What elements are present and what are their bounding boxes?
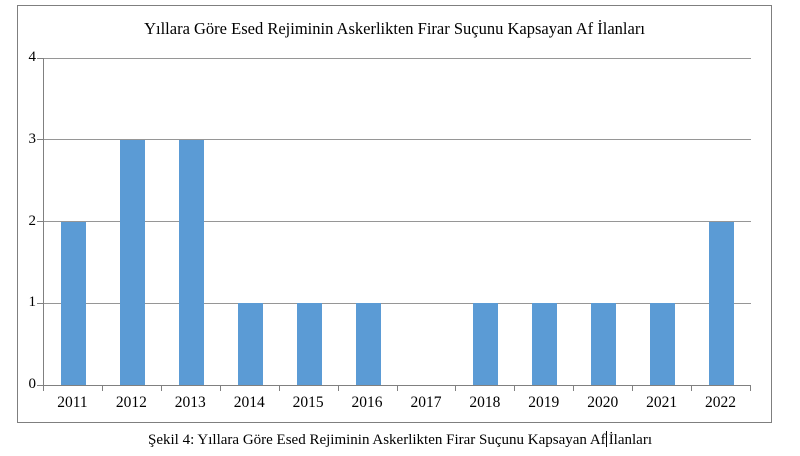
y-axis-label-1: 1 xyxy=(28,294,37,311)
figure-caption[interactable]: Şekil 4: Yıllara Göre Esed Rejiminin Ask… xyxy=(0,431,800,449)
caption-text-after-cursor: İlanları xyxy=(608,432,652,448)
x-axis-label-2016: 2016 xyxy=(351,394,383,411)
bar-2022[interactable] xyxy=(709,221,735,385)
y-axis-tick-1 xyxy=(37,302,43,304)
x-axis-label-2017: 2017 xyxy=(410,394,442,411)
bar-2014[interactable] xyxy=(237,303,263,385)
x-axis-label-2022: 2022 xyxy=(705,394,737,411)
y-axis-label-3: 3 xyxy=(28,130,37,147)
chart-title: Yıllara Göre Esed Rejiminin Askerlikten … xyxy=(144,19,645,38)
gridline-3 xyxy=(44,139,751,141)
x-axis-tick-11 xyxy=(691,386,693,391)
x-axis-tick-2 xyxy=(160,386,162,391)
bar-2018[interactable] xyxy=(473,303,499,385)
x-axis-label-2013: 2013 xyxy=(174,394,206,411)
bar-2019[interactable] xyxy=(532,303,558,385)
chart-frame[interactable]: Yıllara Göre Esed Rejiminin Askerlikten … xyxy=(17,5,772,423)
x-axis-tick-5 xyxy=(337,386,339,391)
y-axis-label-2: 2 xyxy=(28,212,37,229)
text-cursor xyxy=(605,431,607,447)
x-axis-tick-6 xyxy=(396,386,398,391)
y-axis-tick-3 xyxy=(37,139,43,141)
x-axis-label-2020: 2020 xyxy=(587,394,619,411)
bar-2021[interactable] xyxy=(650,303,676,385)
x-axis-label-2014: 2014 xyxy=(233,394,265,411)
bar-2016[interactable] xyxy=(355,303,381,385)
y-axis-label-4: 4 xyxy=(28,49,37,65)
x-axis-tick-10 xyxy=(632,386,634,391)
x-axis-tick-1 xyxy=(101,386,103,391)
y-axis-label-0: 0 xyxy=(28,376,37,392)
x-axis-tick-7 xyxy=(455,386,457,391)
x-axis-tick-3 xyxy=(219,386,221,391)
x-axis-tick-8 xyxy=(514,386,516,391)
gridline-4 xyxy=(44,57,751,59)
x-axis-tick-0 xyxy=(43,386,44,391)
axis-decorations: 0 1 2 3 4 2011 2012 2013 2014 2015 2016 2017 2018 201… xyxy=(18,6,771,422)
x-axis-label-2011: 2011 xyxy=(57,394,88,411)
gridline-1 xyxy=(44,302,751,304)
x-axis-label-2019: 2019 xyxy=(528,394,560,411)
gridline-2 xyxy=(44,221,751,222)
y-axis-tick-4 xyxy=(37,57,43,59)
bar-2020[interactable] xyxy=(591,303,617,385)
plot-area xyxy=(43,57,751,386)
x-axis-label-2021: 2021 xyxy=(646,394,678,411)
bar-2015[interactable] xyxy=(296,303,322,385)
caption-text-before-cursor: Şekil 4: Yıllara Göre Esed Rejiminin Ask… xyxy=(147,432,606,448)
x-axis-label-2015: 2015 xyxy=(292,394,324,411)
x-axis-tick-9 xyxy=(573,386,575,391)
bar-2013[interactable] xyxy=(178,139,204,385)
x-axis-label-2012: 2012 xyxy=(115,394,147,411)
bar-2012[interactable] xyxy=(119,139,145,385)
x-axis-tick-4 xyxy=(278,386,280,391)
bar-2011[interactable] xyxy=(60,221,86,385)
x-axis-tick-12 xyxy=(750,386,751,391)
y-axis-tick-2 xyxy=(37,221,43,222)
x-axis-label-2018: 2018 xyxy=(469,394,501,411)
y-axis-tick-0 xyxy=(37,384,43,386)
